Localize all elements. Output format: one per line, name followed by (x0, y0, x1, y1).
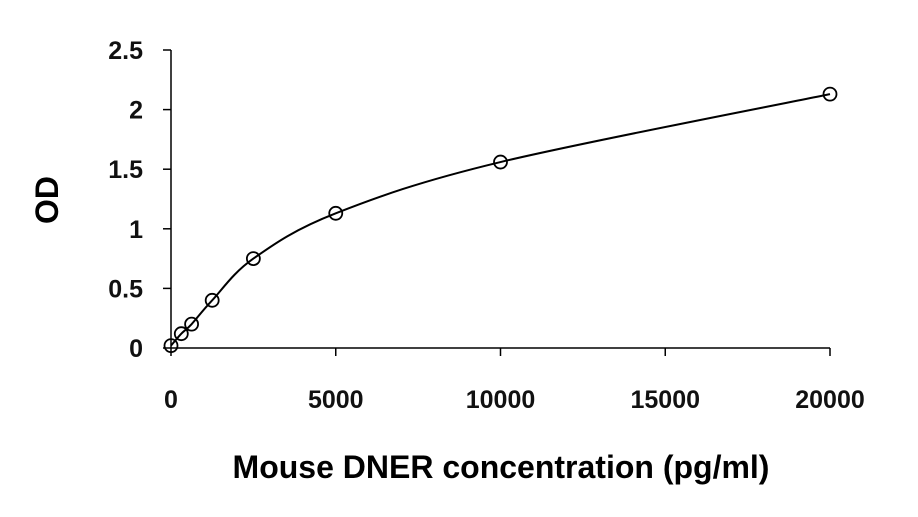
y-tick-label: 2.5 (108, 37, 143, 65)
axes: 0 0.5 1 1.5 2 2.5 0 5000 10000 15000 20000 (108, 37, 865, 414)
data-point (204, 292, 220, 308)
fit-curve (170, 93, 831, 347)
data-point (493, 154, 508, 170)
y-tick-label: 2 (129, 97, 143, 125)
y-tick-label: 1.5 (108, 156, 143, 184)
x-tick-label: 5000 (308, 386, 364, 414)
data-point (184, 316, 199, 332)
data-point (173, 326, 189, 342)
data-point (328, 205, 344, 221)
x-axis-title: Mouse DNER concentration (pg/ml) (233, 449, 770, 485)
y-tick-label: 1 (129, 216, 143, 244)
x-tick-label: 10000 (466, 386, 536, 414)
data-point (822, 86, 838, 102)
data-point (163, 338, 179, 354)
fit-curve-layer (170, 93, 831, 347)
x-tick-label: 15000 (630, 386, 700, 414)
data-point (245, 251, 261, 267)
axis-labels-layer: Mouse DNER concentration (pg/ml) OD (29, 176, 769, 485)
x-tick-label: 0 (164, 386, 178, 414)
y-tick-label: 0 (129, 335, 143, 363)
y-tick-label: 0.5 (108, 275, 143, 303)
data-points-layer (163, 86, 838, 354)
x-tick-label: 20000 (795, 386, 865, 414)
y-axis-title: OD (29, 176, 65, 224)
